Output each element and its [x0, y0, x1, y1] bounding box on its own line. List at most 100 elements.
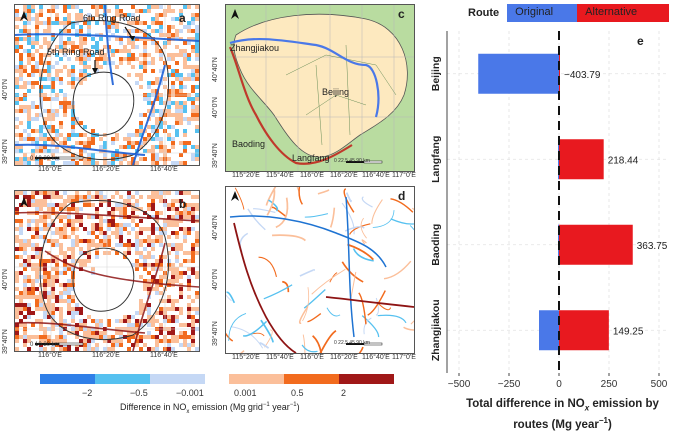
heatmap-cell	[95, 207, 99, 211]
heatmap-cell	[115, 223, 119, 227]
heatmap-cell	[167, 29, 171, 33]
heatmap-cell	[87, 13, 91, 17]
heatmap-cell	[127, 251, 131, 255]
heatmap-cell	[155, 195, 159, 199]
map-b-svg	[15, 191, 199, 351]
heatmap-cell	[47, 117, 51, 121]
ring-road-6-b	[39, 200, 169, 341]
heatmap-cell	[59, 251, 63, 255]
heatmap-cell	[91, 243, 95, 247]
heatmap-cell	[95, 223, 99, 227]
heatmap-cell	[43, 235, 47, 239]
heatmap-cell	[23, 97, 27, 101]
heatmap-cell	[27, 37, 31, 41]
heatmap-cell	[63, 255, 67, 259]
heatmap-cell	[135, 29, 139, 33]
heatmap-cell	[87, 215, 91, 219]
heatmap-cell	[127, 73, 131, 77]
heatmap-cell	[131, 331, 135, 335]
heatmap-cell	[87, 145, 91, 149]
heatmap-cell	[27, 315, 31, 319]
map-c-scale: 0 22.5 45 90 km	[334, 158, 370, 164]
heatmap-cell	[39, 299, 43, 303]
heatmap-cell	[51, 37, 55, 41]
heatmap-cell	[47, 97, 51, 101]
heatmap-cell	[31, 41, 35, 45]
heatmap-cell	[79, 195, 83, 199]
heatmap-cell	[27, 307, 31, 311]
heatmap-cell	[131, 53, 135, 57]
heatmap-cell	[95, 215, 99, 219]
heatmap-cell	[167, 41, 171, 45]
heatmap-cell	[195, 149, 199, 153]
heatmap-cell	[79, 215, 83, 219]
heatmap-cell	[115, 331, 119, 335]
heatmap-cell	[139, 113, 143, 117]
heatmap-cell	[79, 25, 83, 29]
map-a-ytick-0: 40°0'N	[2, 79, 9, 100]
heatmap-cell	[67, 5, 71, 9]
heatmap-cell	[111, 161, 115, 165]
bar-alternative	[559, 310, 609, 351]
heatmap-cell	[23, 323, 27, 327]
heatmap-cell	[55, 295, 59, 299]
heatmap-cell	[63, 161, 67, 165]
heatmap-cell	[59, 319, 63, 323]
heatmap-cell	[87, 239, 91, 243]
heatmap-cell	[183, 335, 187, 339]
heatmap-cell	[107, 161, 111, 165]
heatmap-cell	[147, 97, 151, 101]
heatmap-cell	[15, 307, 19, 311]
heatmap-cell	[155, 157, 159, 161]
heatmap-cell	[71, 247, 75, 251]
heatmap-cell	[159, 69, 163, 73]
heatmap-cell	[147, 125, 151, 129]
heatmap-cell	[75, 191, 79, 195]
heatmap-cell	[15, 335, 19, 339]
heatmap-cell	[103, 61, 107, 65]
heatmap-cell	[191, 251, 195, 255]
heatmap-cell	[79, 323, 83, 327]
colorbar-title-sup1: −1	[262, 402, 270, 408]
heatmap-cell	[191, 335, 195, 339]
heatmap-cell	[187, 207, 191, 211]
heatmap-cell	[151, 347, 155, 351]
data-label: 149.25	[613, 326, 644, 337]
heatmap-cell	[71, 227, 75, 231]
heatmap-cell	[23, 49, 27, 53]
heatmap-cell	[151, 21, 155, 25]
heatmap-cell	[195, 319, 199, 323]
road-segment	[363, 317, 372, 335]
heatmap-cell	[35, 279, 39, 283]
heatmap-cell	[43, 77, 47, 81]
heatmap-cell	[131, 323, 135, 327]
heatmap-cell	[19, 247, 23, 251]
heatmap-cell	[67, 17, 71, 21]
heatmap-cell	[67, 279, 71, 283]
road-segment	[312, 335, 323, 353]
heatmap-cell	[31, 57, 35, 61]
heatmap-cell	[51, 153, 55, 157]
heatmap-cell	[47, 149, 51, 153]
heatmap-cell	[167, 113, 171, 117]
heatmap-cell	[47, 239, 51, 243]
north-arrow-icon	[20, 11, 28, 21]
heatmap-cell	[159, 231, 163, 235]
heatmap-cell	[43, 311, 47, 315]
heatmap-cell	[139, 65, 143, 69]
heatmap-cell	[147, 347, 151, 351]
heatmap-cell	[15, 37, 19, 41]
heatmap-cell	[195, 347, 199, 351]
road-segment	[403, 326, 414, 331]
heatmap-cell	[151, 137, 155, 141]
heatmap-cell	[147, 81, 151, 85]
colorbar-segment	[40, 374, 95, 384]
heatmap-cell	[75, 77, 79, 81]
heatmap-cell	[187, 231, 191, 235]
heatmap-cell	[31, 195, 35, 199]
heatmap-cell	[171, 303, 175, 307]
heatmap-cell	[195, 109, 199, 113]
bar-original	[478, 53, 559, 94]
heatmap-cell	[79, 37, 83, 41]
road-segment	[367, 290, 386, 316]
